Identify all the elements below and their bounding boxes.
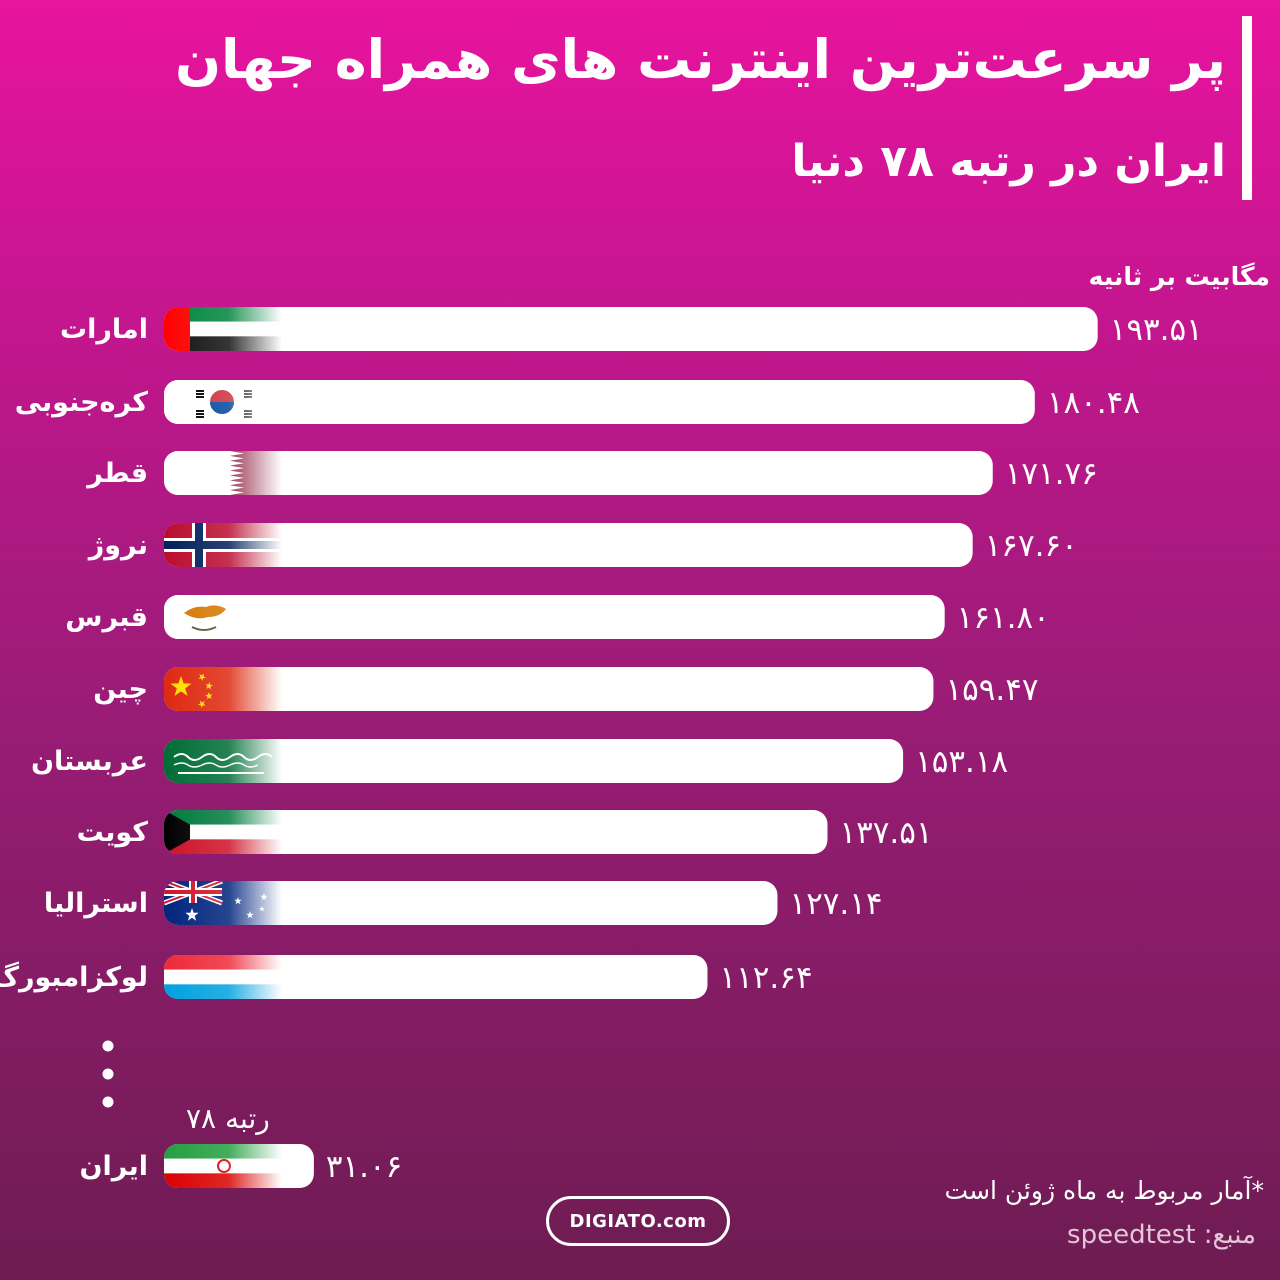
norway-flag xyxy=(164,523,282,567)
category-label: استرالیا xyxy=(44,888,148,919)
bar-row: نروژ ۱۶۷.۶۰ xyxy=(87,523,1078,567)
page-subtitle: ایران در رتبه ۷۸ دنیا xyxy=(791,136,1226,187)
bar-row: عربستان ۱۵۳.۱۸ xyxy=(31,739,1008,783)
qatar-flag xyxy=(164,451,282,495)
iran-flag xyxy=(164,1144,282,1188)
bar-row: چین ۱۵۹.۴۷ xyxy=(93,667,1039,711)
source-label: منبع: xyxy=(1203,1220,1256,1250)
value-label: ۱۱۲.۶۴ xyxy=(719,960,812,996)
value-label: ۱۲۷.۱۴ xyxy=(789,886,882,922)
bar xyxy=(164,955,708,999)
value-label: ۱۵۹.۴۷ xyxy=(945,672,1038,708)
iran-rank-label: رتبه ۷۸ xyxy=(186,1102,270,1135)
bar xyxy=(164,523,973,567)
ellipsis-dot xyxy=(102,1096,114,1108)
bar-row: قبرس ۱۶۱.۸۰ xyxy=(65,595,1050,639)
australia-flag xyxy=(164,881,282,925)
bar xyxy=(164,595,945,639)
category-label: عربستان xyxy=(31,746,148,777)
value-label: ۱۶۱.۸۰ xyxy=(957,600,1050,636)
digiato-logo[interactable]: DIGIATO.com xyxy=(546,1196,730,1246)
category-label: نروژ xyxy=(87,530,148,561)
category-label: کویت xyxy=(77,817,149,848)
bar xyxy=(164,810,828,854)
kuwait-flag xyxy=(164,810,282,854)
source-line: منبع: speedtest xyxy=(1067,1220,1256,1250)
source-name: speedtest xyxy=(1067,1220,1196,1250)
category-label: چین xyxy=(93,674,148,705)
category-label: لوکزامبورگ xyxy=(0,961,148,993)
value-label: ۳۱.۰۶ xyxy=(326,1149,402,1185)
bar xyxy=(164,307,1098,351)
page-title: پر سرعت‌ترین اینترنت های همراه جهان xyxy=(174,28,1226,91)
bar xyxy=(164,380,1035,424)
ellipsis-dot xyxy=(102,1040,114,1052)
category-label: ایران xyxy=(80,1151,149,1182)
uae-flag xyxy=(164,307,282,351)
title-accent-bar xyxy=(1242,16,1252,200)
value-label: ۱۵۳.۱۸ xyxy=(915,744,1008,780)
footnote: *آمار مربوط به ماه ژوئن است xyxy=(944,1176,1264,1205)
bar xyxy=(164,739,904,783)
ellipsis-dot xyxy=(102,1068,114,1080)
bar xyxy=(164,881,778,925)
value-label: ۱۷۱.۷۶ xyxy=(1005,456,1098,492)
bar-row: قطر ۱۷۱.۷۶ xyxy=(85,451,1098,495)
category-label: قبرس xyxy=(65,602,148,633)
bar xyxy=(164,667,934,711)
south-korea-flag xyxy=(164,380,282,424)
saudi-arabia-flag xyxy=(164,739,282,783)
luxembourg-flag xyxy=(164,955,282,999)
value-label: ۱۶۷.۶۰ xyxy=(985,528,1078,564)
value-label: ۱۸۰.۴۸ xyxy=(1047,385,1140,421)
bar xyxy=(164,451,993,495)
bar-row: ایران ۳۱.۰۶ xyxy=(80,1144,402,1188)
category-label: کره‌جنوبی xyxy=(15,387,149,418)
category-label: قطر xyxy=(85,458,148,489)
category-label: امارات xyxy=(60,314,148,345)
bar-row: امارات ۱۹۳.۵۱ xyxy=(60,307,1203,351)
bar-row: استرالیا ۱۲۷.۱۴ xyxy=(44,881,883,925)
unit-label: مگابیت بر ثانیه xyxy=(1088,262,1270,291)
value-label: ۱۳۷.۵۱ xyxy=(839,815,932,851)
bar-row: کویت ۱۳۷.۵۱ xyxy=(77,810,933,854)
bar-row: لوکزامبورگ ۱۱۲.۶۴ xyxy=(0,955,813,999)
china-flag xyxy=(164,667,282,711)
bar-row: کره‌جنوبی ۱۸۰.۴۸ xyxy=(15,380,1140,424)
cyprus-flag xyxy=(164,595,282,639)
value-label: ۱۹۳.۵۱ xyxy=(1110,312,1203,348)
